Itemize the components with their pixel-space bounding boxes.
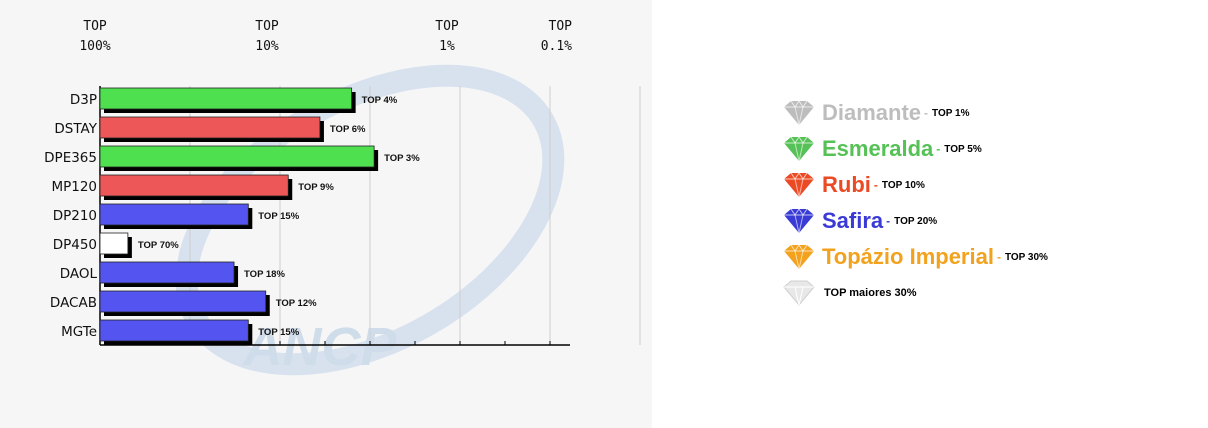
- white-gem-icon: [783, 280, 815, 306]
- legend-dash: -: [873, 178, 878, 192]
- category-label: MP120: [51, 179, 97, 195]
- data-label: TOP 12%: [276, 298, 317, 309]
- legend-dash: -: [886, 214, 891, 228]
- data-label: TOP 70%: [138, 240, 179, 251]
- bar: [99, 174, 289, 197]
- category-label: DPE365: [44, 150, 97, 166]
- data-label: TOP 15%: [258, 211, 299, 222]
- data-label: TOP 18%: [244, 269, 285, 280]
- legend-item-safira: Safira - TOP 20%: [780, 203, 1048, 239]
- sapphire-icon: [784, 208, 814, 234]
- data-label: TOP 3%: [384, 153, 420, 164]
- bar: [99, 145, 375, 168]
- legend-item-diamante: Diamante - TOP 1%: [780, 95, 1048, 131]
- bar: [99, 116, 321, 139]
- legend-gem-name: Esmeralda: [822, 136, 934, 161]
- category-label: D3P: [70, 92, 97, 108]
- diamond-icon: [784, 100, 814, 126]
- bar: [99, 87, 353, 110]
- top-axis-label-line2: 0.1%: [541, 39, 572, 54]
- category-label: DP450: [53, 237, 97, 253]
- legend-gem-name: Safira: [822, 208, 884, 233]
- data-label: TOP 6%: [330, 124, 366, 135]
- data-label: TOP 9%: [298, 182, 334, 193]
- data-label: TOP 15%: [258, 327, 299, 338]
- legend-item-rubi: Rubi - TOP 10%: [780, 167, 1048, 203]
- top-axis-label-line1: TOP: [255, 19, 279, 34]
- watermark-text: ANCP: [241, 317, 397, 377]
- legend-threshold: TOP 20%: [894, 215, 938, 227]
- legend-threshold: TOP 10%: [881, 179, 925, 191]
- legend-item-others: TOP maiores 30%: [780, 275, 1048, 311]
- bar: [99, 203, 249, 226]
- category-label: DACAB: [50, 295, 97, 311]
- bar: [99, 290, 267, 313]
- legend-item-topazio: Topázio Imperial - TOP 30%: [780, 239, 1048, 275]
- category-label: DP210: [53, 208, 97, 224]
- legend-dash: -: [936, 142, 941, 156]
- top-axis-label-line1: TOP: [549, 19, 573, 34]
- top-axis-label-line1: TOP: [83, 19, 107, 34]
- legend-dash: -: [996, 250, 1001, 264]
- gem-legend: Diamante - TOP 1% Esmeralda - TOP 5% Rub…: [780, 95, 1048, 311]
- data-label: TOP 4%: [362, 95, 398, 106]
- ruby-icon: [784, 172, 814, 198]
- category-label: MGTe: [61, 324, 97, 340]
- category-label: DAOL: [60, 266, 98, 282]
- legend-gem-name: Topázio Imperial: [822, 244, 994, 269]
- bar: [99, 232, 129, 255]
- legend-gem-name: Rubi: [822, 172, 871, 197]
- top-axis-label-line1: TOP: [435, 19, 459, 34]
- bar: [99, 319, 249, 342]
- legend-threshold: TOP 5%: [944, 143, 982, 155]
- top-axis-label-line2: 100%: [79, 39, 110, 54]
- legend-item-esmeralda: Esmeralda - TOP 5%: [780, 131, 1048, 167]
- bar: [99, 261, 235, 284]
- top-axis-label-line2: 10%: [255, 39, 279, 54]
- legend-threshold: TOP 30%: [1004, 251, 1048, 263]
- legend-dash: -: [924, 106, 929, 120]
- legend-threshold: TOP maiores 30%: [824, 287, 917, 299]
- category-label: DSTAY: [54, 121, 97, 137]
- bar-chart: ANCP TOP 100% TOP 10% TOP 1% TOP 0.1% D3P TOP 4% DS…: [44, 19, 641, 377]
- legend-threshold: TOP 1%: [932, 107, 970, 119]
- topaz-icon: [784, 244, 814, 270]
- chart-panel: ANCP TOP 100% TOP 10% TOP 1% TOP 0.1% D3P TOP 4% DS…: [44, 19, 641, 377]
- legend-gem-name: Diamante: [822, 100, 922, 125]
- top-axis-label-line2: 1%: [439, 39, 455, 54]
- emerald-icon: [784, 136, 814, 162]
